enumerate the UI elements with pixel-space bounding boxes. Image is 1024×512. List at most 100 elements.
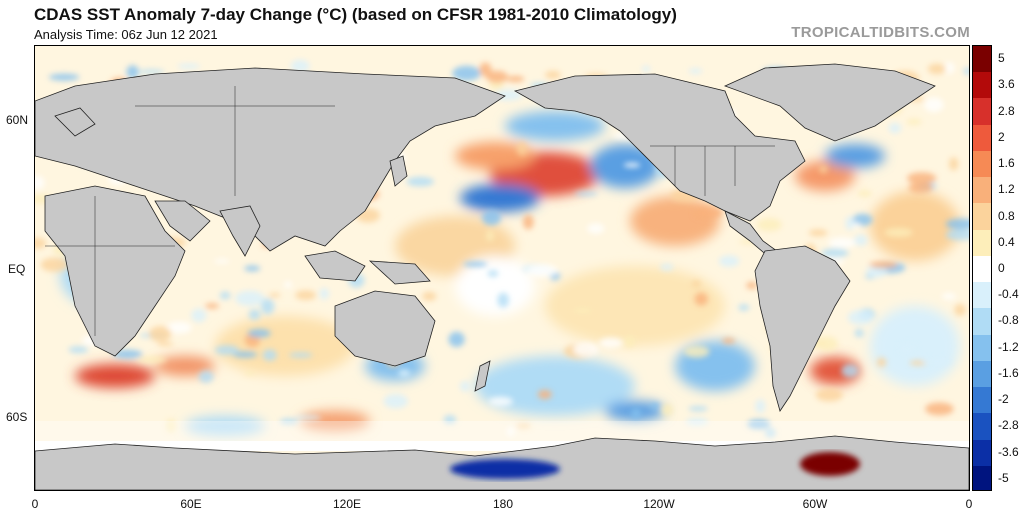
anomaly-speckle-dot bbox=[383, 394, 409, 409]
new-zealand bbox=[474, 360, 491, 392]
anomaly-speckle-dot bbox=[219, 291, 231, 300]
anomaly-speckle-dot bbox=[623, 335, 636, 348]
anomaly-speckle-dot bbox=[487, 270, 499, 277]
southern-ocean-fade bbox=[35, 421, 969, 441]
cool-anomaly bbox=[505, 111, 605, 141]
brand-watermark[interactable]: TROPICALTIDBITS.COM bbox=[791, 24, 970, 41]
maritime-continent bbox=[304, 250, 366, 282]
anomaly-speckle-dot bbox=[247, 328, 271, 338]
anomaly-speckle-dot bbox=[688, 68, 703, 74]
colorbar-tick-label: -0.4 bbox=[998, 287, 1019, 302]
anomaly-speckle-dot bbox=[738, 304, 750, 311]
anomaly-speckle-dot bbox=[279, 418, 299, 425]
lon-label-120w: 120W bbox=[643, 497, 675, 511]
lat-label-eq: EQ bbox=[8, 262, 26, 276]
warm-anomaly bbox=[155, 356, 215, 376]
anomaly-speckle-dot bbox=[137, 355, 167, 364]
anomaly-speckle-dot bbox=[448, 331, 465, 347]
lon-label-0-left: 0 bbox=[31, 497, 39, 511]
colorbar-tick-label: 1.6 bbox=[998, 156, 1015, 171]
anomaly-speckle-dot bbox=[244, 265, 261, 272]
analysis-time: Analysis Time: 06z Jun 12 2021 bbox=[34, 27, 218, 42]
anomaly-speckle-dot bbox=[854, 328, 864, 338]
anomaly-speckle-dot bbox=[486, 230, 494, 242]
cool-anomaly bbox=[460, 184, 540, 212]
anomaly-speckle-dot bbox=[898, 343, 917, 354]
cool-anomaly bbox=[825, 144, 885, 168]
anomaly-speckle-dot bbox=[406, 176, 435, 187]
anomaly-speckle-dot bbox=[40, 257, 69, 272]
anomaly-speckle-dot bbox=[756, 218, 782, 232]
colorbar-tick-label: -0.8 bbox=[998, 313, 1019, 328]
anomaly-speckle-dot bbox=[198, 370, 214, 383]
anomaly-speckle-dot bbox=[963, 67, 969, 75]
anomaly-speckle-dot bbox=[857, 190, 872, 197]
anomaly-speckle-dot bbox=[661, 403, 674, 417]
anomaly-speckle-dot bbox=[481, 210, 502, 226]
anomaly-speckle-dot bbox=[545, 70, 561, 79]
cool-shelf-anomaly bbox=[450, 459, 560, 479]
colorbar-segment bbox=[973, 203, 991, 231]
colorbar-segment bbox=[973, 177, 991, 205]
anomaly-speckle-dot bbox=[269, 293, 281, 298]
anomaly-speckle-dot bbox=[260, 298, 275, 315]
colorbar-segment bbox=[973, 387, 991, 415]
anomaly-speckle-dot bbox=[854, 234, 868, 246]
lon-label-60w: 60W bbox=[802, 497, 828, 511]
colorbar-tick-label: 2 bbox=[998, 129, 1005, 144]
anomaly-speckle-dot bbox=[908, 182, 934, 194]
anomaly-speckle-dot bbox=[925, 402, 954, 416]
colorbar-segment bbox=[973, 282, 991, 310]
colorbar-tick-label: -2 bbox=[998, 392, 1009, 407]
anomaly-speckle-dot bbox=[954, 303, 966, 316]
anomaly-speckle-dot bbox=[841, 364, 859, 378]
anomaly-speckle-dot bbox=[688, 406, 708, 412]
anomaly-speckle-dot bbox=[694, 292, 708, 306]
anomaly-speckle-dot bbox=[288, 352, 313, 358]
japan bbox=[389, 155, 408, 187]
colorbar-segment bbox=[973, 360, 991, 389]
warm-shelf-anomaly bbox=[800, 452, 860, 476]
anomaly-speckle-dot bbox=[944, 62, 955, 74]
anomaly-speckle-dot bbox=[214, 345, 239, 356]
new-guinea bbox=[368, 260, 431, 285]
colorbar-segment bbox=[973, 413, 991, 441]
lat-label-60n: 60N bbox=[6, 113, 29, 127]
warm-anomaly bbox=[870, 191, 960, 261]
anomaly-speckle-dot bbox=[35, 237, 47, 249]
anomaly-speckle-dot bbox=[746, 281, 758, 290]
anomaly-speckle-dot bbox=[907, 172, 937, 185]
colorbar-tick-label: -2.8 bbox=[998, 418, 1019, 433]
anomaly-speckle-dot bbox=[295, 290, 317, 301]
colorbar-tick-label: 0 bbox=[998, 261, 1005, 275]
anomaly-speckle-dot bbox=[137, 69, 165, 74]
anomaly-speckle-dot bbox=[685, 417, 709, 426]
anomaly-speckle-dot bbox=[204, 303, 220, 309]
colorbar-tick-label: 3.6 bbox=[998, 77, 1015, 92]
warm-anomaly bbox=[545, 266, 725, 346]
colorbar-segment bbox=[973, 229, 991, 257]
lat-label-60s: 60S bbox=[6, 410, 28, 424]
anomaly-speckle-dot bbox=[888, 123, 902, 134]
anomaly-speckle-dot bbox=[516, 423, 531, 429]
warm-anomaly bbox=[455, 142, 535, 170]
map-canvas bbox=[35, 46, 969, 490]
anomaly-speckle-dot bbox=[693, 206, 723, 220]
africa bbox=[44, 185, 186, 357]
colorbar-tick-label: 2.8 bbox=[998, 103, 1015, 118]
anomaly-speckle-dot bbox=[573, 342, 599, 357]
anomaly-speckle-dot bbox=[945, 218, 969, 230]
anomaly-speckle-dot bbox=[232, 351, 258, 358]
anomaly-speckle-dot bbox=[35, 175, 45, 190]
anomaly-speckle-dot bbox=[828, 237, 856, 249]
colorbar-segment bbox=[973, 150, 991, 179]
anomaly-speckle-dot bbox=[945, 229, 969, 241]
colorbar-segment bbox=[973, 334, 991, 362]
anomaly-speckle-dot bbox=[422, 291, 437, 301]
australia bbox=[334, 290, 436, 367]
anomaly-speckle-dot bbox=[684, 345, 710, 358]
anomaly-speckle-dot bbox=[815, 388, 843, 402]
colorbar-segment bbox=[973, 98, 991, 126]
sst-anomaly-map bbox=[34, 45, 970, 491]
anomaly-speckle-dot bbox=[112, 349, 143, 359]
